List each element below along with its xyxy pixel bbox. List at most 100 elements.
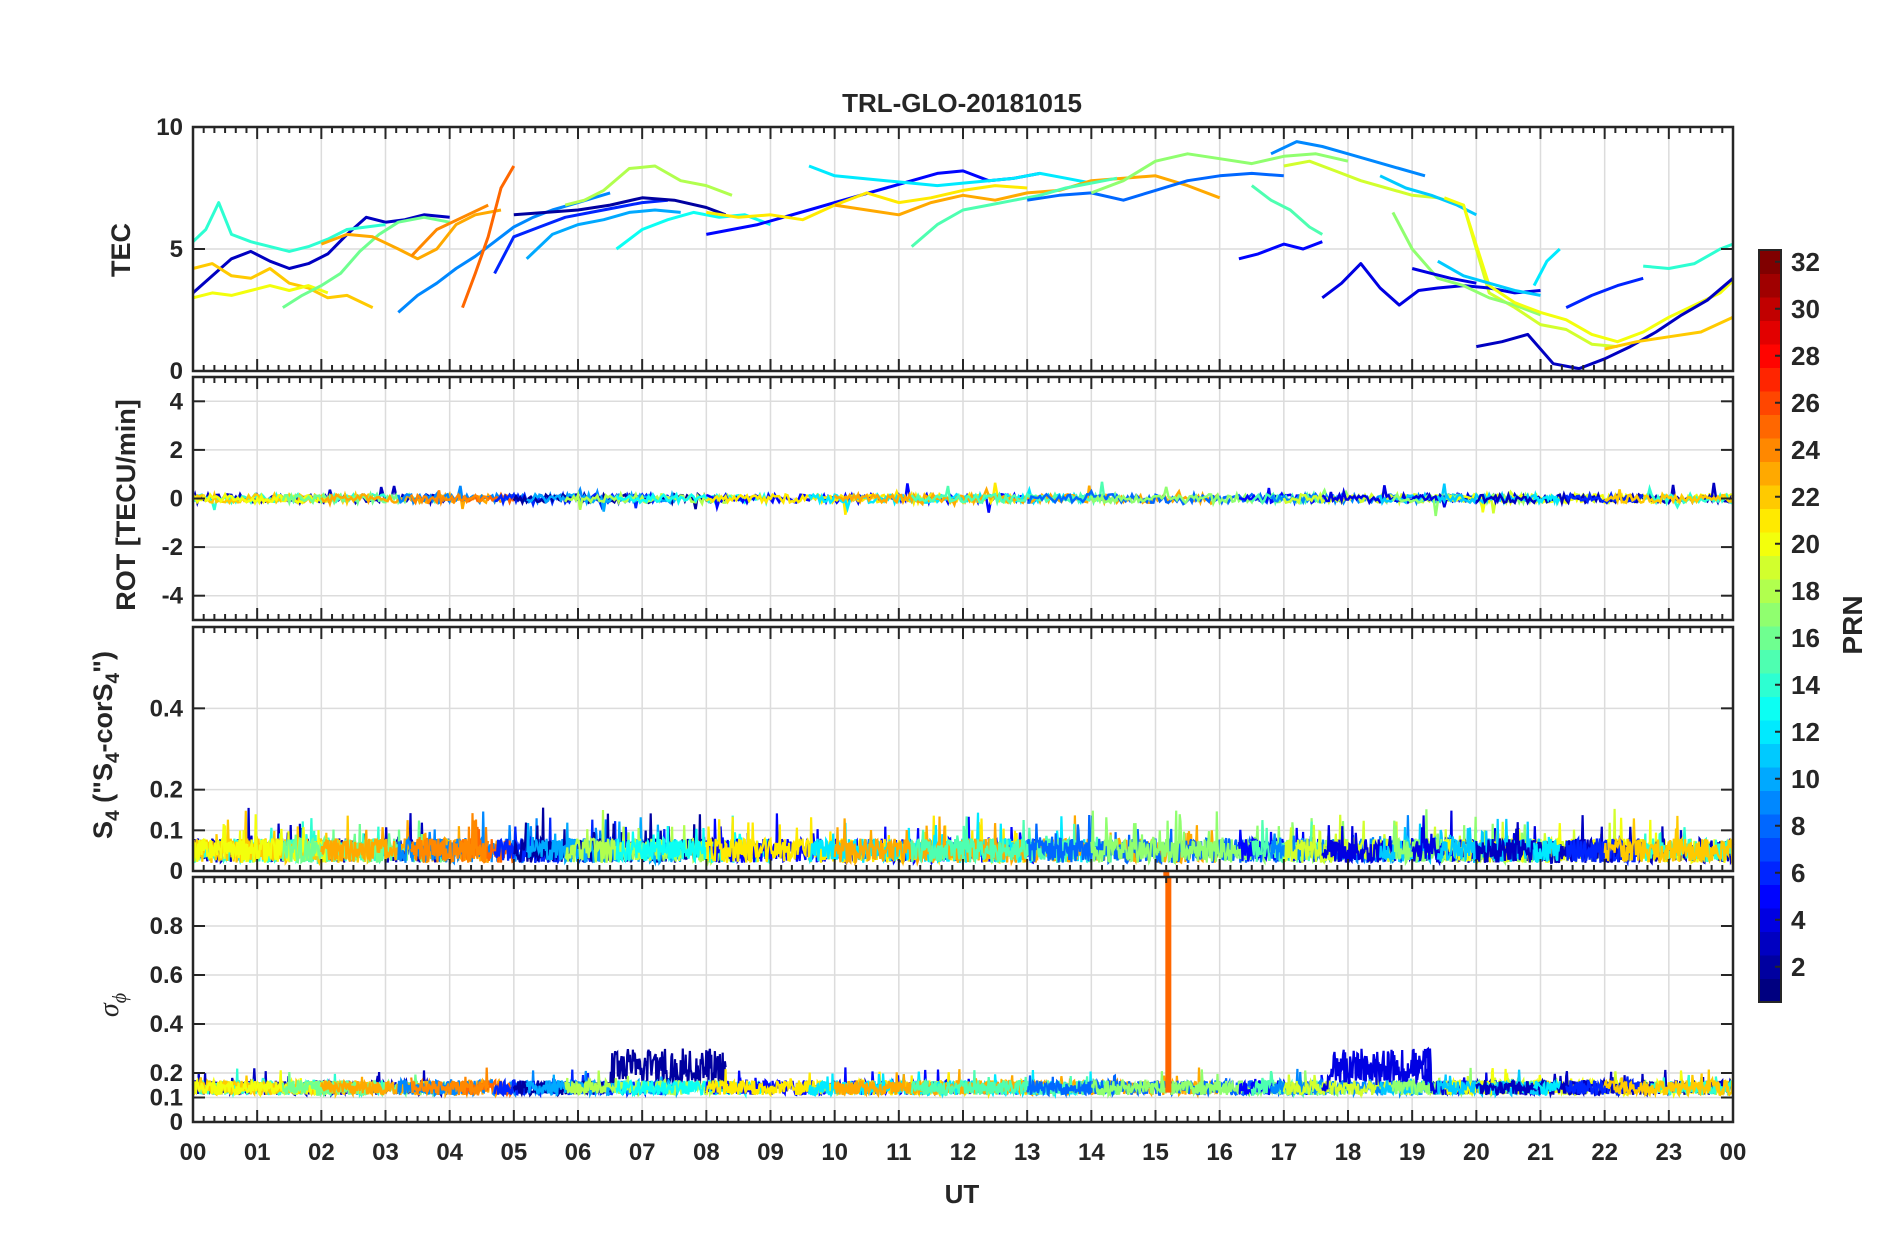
tec-series-prn-23: [320, 208, 502, 261]
colorbar-tick-label: 16: [1791, 623, 1820, 653]
colorbar-bin-6: [1759, 861, 1781, 885]
colorbar-bin-16: [1759, 626, 1781, 650]
colorbar-bin-2: [1759, 955, 1781, 979]
tec-series-prn-16: [281, 215, 450, 309]
colorbar-tick-label: 26: [1791, 388, 1820, 418]
y-tick-label-sigma: 0.2: [150, 1060, 183, 1087]
colorbar-tick-label: 28: [1791, 341, 1820, 371]
x-tick-label: 04: [436, 1139, 463, 1166]
tec-series-prn-5: [706, 169, 1041, 236]
x-tick-label: 00: [180, 1139, 207, 1166]
colorbar-tick-label: 18: [1791, 576, 1820, 606]
tec-series-prn-17: [1391, 211, 1542, 317]
y-tick-label-tec: 10: [156, 114, 183, 141]
x-tick-label: 21: [1527, 1139, 1554, 1166]
x-tick-label: 12: [950, 1139, 977, 1166]
colorbar-tick-label: 4: [1791, 905, 1806, 935]
x-tick-label: 13: [1014, 1139, 1041, 1166]
colorbar-bin-22: [1759, 485, 1781, 509]
s4-series-prn-12: [1533, 836, 1561, 863]
colorbar-bin-7: [1759, 837, 1781, 862]
x-tick-label: 08: [693, 1139, 720, 1166]
colorbar-bin-14: [1759, 673, 1781, 697]
sigma-ylabel: σϕ: [94, 993, 131, 1017]
s4-series-prn-24: [410, 813, 490, 866]
colorbar-tick-label: 30: [1791, 294, 1820, 324]
y-tick-label-sigma: 0.1: [150, 1085, 183, 1112]
x-tick-label: 22: [1591, 1139, 1618, 1166]
chart-title: TRL-GLO-20181015: [842, 88, 1082, 118]
x-tick-label: 01: [244, 1139, 271, 1166]
tec-series-prn-12: [1532, 247, 1561, 287]
tec-series-prn-17: [1090, 152, 1349, 195]
colorbar-bin-3: [1759, 931, 1781, 956]
tec-series-prn-24: [410, 203, 489, 258]
y-tick-label-rot: 0: [170, 486, 183, 513]
colorbar-bin-5: [1759, 884, 1781, 909]
colorbar-bin-27: [1759, 367, 1781, 392]
colorbar-bin-30: [1759, 297, 1781, 321]
x-tick-label: 02: [308, 1139, 335, 1166]
colorbar-bin-28: [1759, 344, 1781, 368]
colorbar-bin-19: [1759, 555, 1781, 580]
tec-series-prn-4: [1411, 267, 1477, 285]
s4-series-prn-4: [1411, 815, 1478, 867]
y-tick-label-s4: 0.2: [150, 777, 183, 804]
colorbar-tick-label: 2: [1791, 952, 1805, 982]
colorbar-bin-9: [1759, 790, 1781, 815]
tec-series-prn-18: [564, 164, 733, 207]
tec-series-prn-6: [493, 198, 668, 275]
x-tick-label: 23: [1655, 1139, 1682, 1166]
tec-series-prn-13: [615, 210, 772, 251]
tec-series-prn-10: [525, 208, 681, 260]
tec-series-prn-11: [1437, 259, 1541, 297]
rot-series-prn-11: [1436, 490, 1541, 506]
y-tick-label-rot: 2: [170, 437, 183, 464]
y-tick-label-sigma: 0: [170, 1109, 183, 1136]
rot-series-prn-13: [615, 491, 772, 507]
y-tick-label-s4: 0.4: [150, 695, 184, 722]
y-tick-label-s4: 0: [170, 858, 183, 885]
x-tick-label: 05: [500, 1139, 527, 1166]
colorbar-bin-32: [1759, 250, 1781, 274]
x-tick-label: 19: [1399, 1139, 1426, 1166]
rot-series-prn-20: [192, 491, 329, 506]
y-tick-label-rot: -4: [162, 583, 184, 610]
x-tick-label: 00: [1720, 1139, 1747, 1166]
colorbar-bin-13: [1759, 696, 1781, 721]
colorbar-tick-label: 22: [1791, 482, 1820, 512]
colorbar-bin-4: [1759, 908, 1781, 932]
x-tick-label: 15: [1142, 1139, 1169, 1166]
colorbar-bin-21: [1759, 508, 1781, 533]
sigma-series-prn-12: [1533, 1077, 1561, 1097]
s4-ylabel-rest2: -corS: [88, 683, 118, 752]
data-layer: [191, 140, 1735, 1100]
s4-ylabel-rest: ("S: [88, 763, 118, 810]
rot-series-prn-15: [910, 481, 1119, 507]
colorbar-bin-26: [1759, 391, 1781, 415]
s4-ylabel-sub2: 4: [103, 752, 124, 763]
x-tick-label: 09: [757, 1139, 784, 1166]
rot-series-prn-22: [1604, 489, 1735, 506]
x-tick-label: 16: [1206, 1139, 1233, 1166]
colorbar-bin-8: [1759, 814, 1781, 838]
s4-ylabel-sub: 4: [103, 810, 124, 821]
x-tick-label: 11: [886, 1139, 911, 1166]
colorbar-bin-10: [1759, 767, 1781, 791]
colorbar-bin-20: [1759, 532, 1781, 556]
rot-ylabel: ROT [TECU/min]: [111, 399, 141, 610]
colorbar-frame: [1758, 249, 1782, 1003]
colorbar-bin-31: [1759, 273, 1781, 298]
rot-series-prn-12: [1532, 490, 1561, 507]
colorbar-tick-label: 6: [1791, 858, 1805, 888]
y-tick-label-sigma: 0.4: [150, 1011, 184, 1038]
grid-layer: [193, 126, 1733, 1123]
x-tick-label: 10: [821, 1139, 848, 1166]
colorbar-bin-15: [1759, 649, 1781, 674]
colorbar-bin-11: [1759, 743, 1781, 768]
tec-series-prn-21: [706, 184, 1028, 222]
colorbar-tick-label: 32: [1791, 247, 1820, 277]
